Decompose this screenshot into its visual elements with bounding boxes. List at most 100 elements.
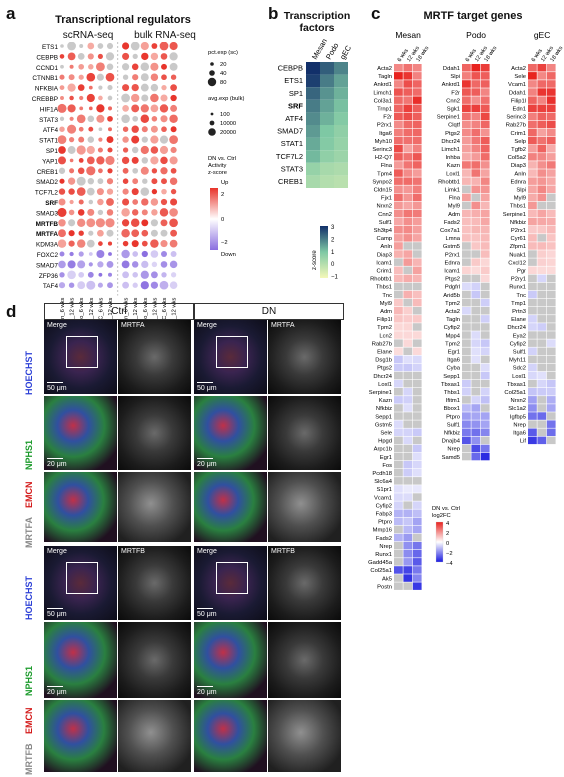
micrograph-r5-c0 bbox=[44, 700, 117, 772]
heat-cell bbox=[403, 234, 413, 242]
dot bbox=[122, 105, 129, 112]
dot bbox=[140, 114, 150, 124]
act-legend-tick: 2 bbox=[221, 192, 224, 198]
heat-cell bbox=[528, 412, 537, 420]
heat-cell bbox=[394, 282, 403, 291]
heat-cell bbox=[537, 201, 547, 210]
dot bbox=[97, 198, 104, 206]
group-label: Mesan bbox=[395, 30, 421, 40]
gene-label: Tpm2 bbox=[377, 325, 392, 331]
dot bbox=[77, 281, 86, 290]
heat-cell bbox=[528, 88, 537, 96]
heat-cell bbox=[394, 298, 403, 307]
dot bbox=[78, 271, 85, 278]
heat-cell bbox=[462, 331, 471, 339]
dot bbox=[130, 42, 140, 51]
heat-cell bbox=[306, 87, 320, 100]
heat-cell bbox=[412, 145, 422, 153]
dot bbox=[140, 83, 149, 92]
dot bbox=[78, 74, 84, 80]
dot bbox=[78, 158, 84, 163]
heat-cell bbox=[412, 96, 422, 104]
dot bbox=[59, 272, 65, 278]
heat-cell bbox=[462, 80, 471, 88]
dot bbox=[170, 167, 177, 174]
heat-cell bbox=[480, 323, 490, 331]
heat-cell bbox=[394, 444, 403, 453]
heat-cell bbox=[546, 315, 556, 323]
heat-cell bbox=[412, 436, 422, 445]
heat-cell bbox=[403, 379, 413, 388]
dot bbox=[159, 280, 169, 290]
heat-cell bbox=[403, 469, 413, 477]
dot bbox=[170, 104, 178, 112]
heat-cell bbox=[412, 217, 422, 226]
heat-cell bbox=[528, 209, 537, 218]
avg-legend-dot bbox=[209, 120, 215, 126]
gene-label: Serpine1 bbox=[503, 212, 526, 218]
heat-cell bbox=[403, 242, 413, 250]
gene-label: Cyfip2 bbox=[510, 341, 526, 347]
gene-label: Acta2 bbox=[445, 309, 460, 315]
dot bbox=[151, 209, 158, 216]
dot bbox=[160, 53, 168, 60]
gene-label: Col3a1 bbox=[374, 98, 392, 104]
heat-cell bbox=[480, 72, 490, 80]
avg-legend-label: 10000 bbox=[220, 121, 236, 127]
gene-label: Dhcr24 bbox=[507, 325, 526, 331]
heat-cell bbox=[528, 185, 537, 193]
gene-label: Limk1 bbox=[445, 188, 460, 194]
gene-label: Tgfb2 bbox=[511, 147, 526, 153]
gene-label: TCF7L2 bbox=[276, 152, 303, 161]
gene-label: Ptgs2 bbox=[445, 131, 460, 137]
dot bbox=[107, 168, 113, 174]
dot bbox=[140, 166, 149, 175]
heat-cell bbox=[471, 355, 481, 364]
gene-label: Flna bbox=[449, 196, 461, 202]
heat-cell bbox=[412, 161, 422, 169]
dot bbox=[159, 208, 169, 217]
dot bbox=[160, 115, 168, 123]
heat-cell bbox=[462, 64, 471, 72]
micrograph-label: MRTFA bbox=[271, 322, 295, 329]
dot bbox=[141, 52, 149, 61]
heat-cell bbox=[537, 64, 547, 72]
heat-cell bbox=[334, 74, 348, 88]
gene-label: STAT1 bbox=[281, 139, 303, 148]
heat-cell bbox=[528, 161, 537, 169]
dot bbox=[160, 250, 168, 258]
heat-cell bbox=[462, 307, 471, 315]
heat-cell bbox=[403, 347, 413, 355]
micrograph-label: Merge bbox=[197, 548, 217, 555]
gene-label: Dhcr24 bbox=[373, 374, 392, 380]
dot bbox=[122, 52, 130, 60]
heat-cell bbox=[528, 323, 537, 331]
gene-label: Fos bbox=[382, 463, 392, 469]
heat-cell bbox=[412, 460, 422, 469]
dot bbox=[150, 52, 159, 61]
scale-bar-label: 50 μm bbox=[47, 611, 67, 618]
dot bbox=[150, 219, 158, 227]
heat-cell bbox=[528, 274, 537, 283]
gene-label: Col25a1 bbox=[370, 568, 392, 574]
heat-cell bbox=[528, 64, 537, 72]
heat-cell bbox=[480, 201, 490, 210]
heat-cell bbox=[462, 169, 471, 177]
heat-cell bbox=[471, 193, 481, 202]
heat-cell bbox=[334, 125, 348, 138]
heat-cell bbox=[480, 185, 490, 193]
heat-cell bbox=[403, 485, 413, 493]
group-label: Podo bbox=[466, 30, 486, 40]
dot bbox=[106, 63, 114, 71]
heat-cell bbox=[528, 436, 537, 445]
heat-cell bbox=[334, 137, 348, 151]
gene-label: Fads2 bbox=[444, 220, 460, 226]
gene-label: Gstm5 bbox=[443, 244, 460, 250]
heat-cell bbox=[403, 525, 413, 534]
heat-cell bbox=[394, 396, 403, 404]
dot bbox=[59, 126, 65, 132]
dot bbox=[150, 93, 159, 103]
gene-label: CREB1 bbox=[278, 177, 303, 186]
heat-cell bbox=[412, 112, 422, 121]
heat-cell bbox=[462, 193, 471, 202]
